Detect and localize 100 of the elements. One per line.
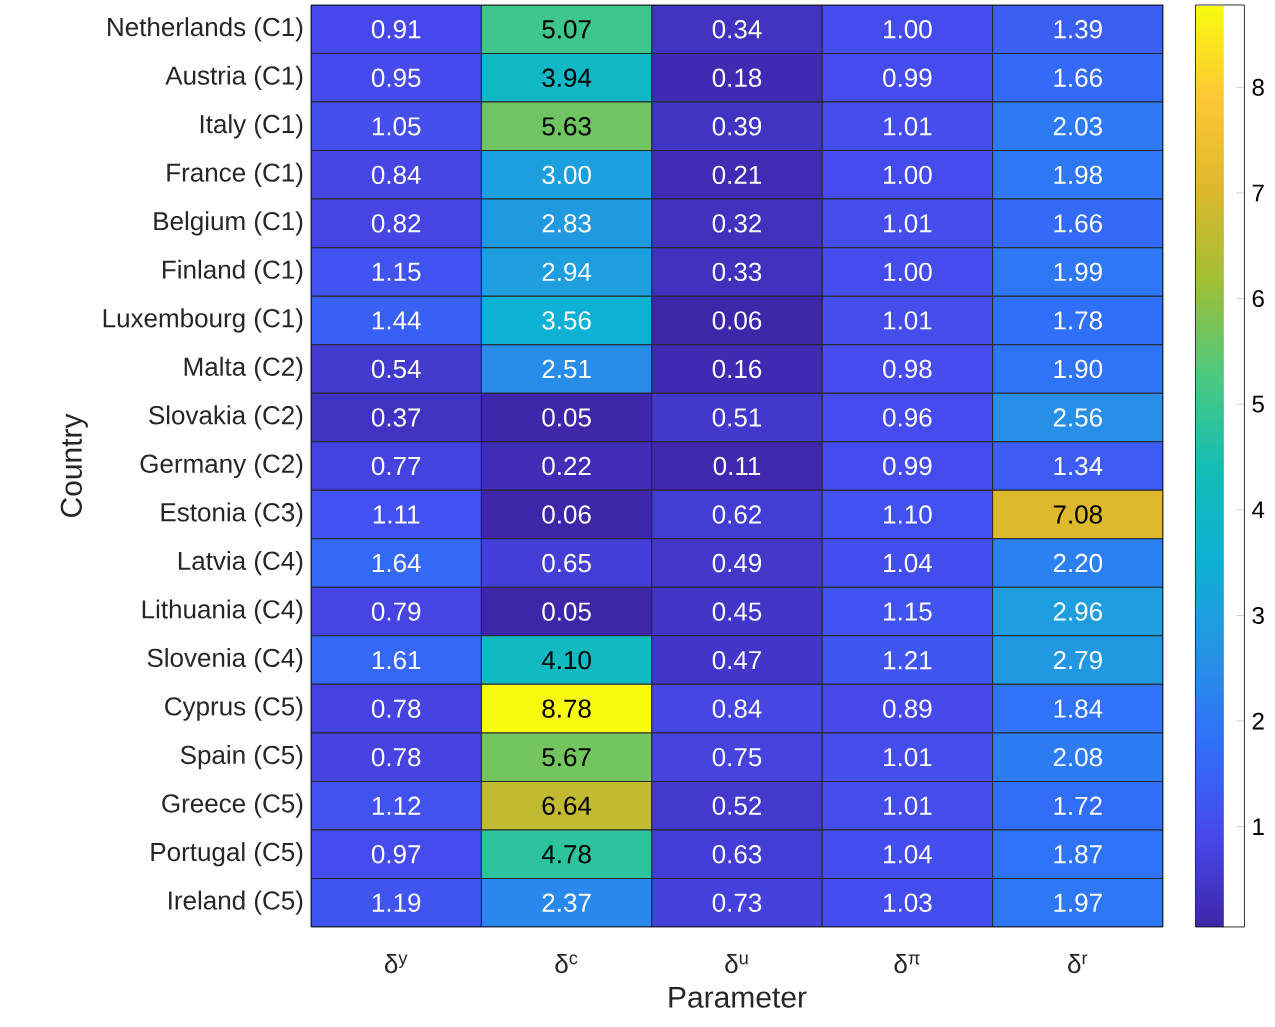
data-label: 2.56 [1053, 408, 1102, 427]
y-tick-label: Luxembourg (C1) [103, 308, 303, 333]
data-label: 2.79 [1053, 650, 1102, 670]
data-label: 0.73 [712, 893, 762, 912]
x-tick-label: δ$^{π}$ [894, 954, 920, 974]
data-label: 1.78 [1054, 311, 1102, 330]
data-label: 1.10 [884, 505, 932, 524]
color-bar-label: 3 [1252, 606, 1264, 624]
x-tick-label: δ$^{r}$ [1068, 954, 1088, 974]
data-label: 0.95 [371, 68, 421, 87]
data-label: 0.32 [712, 214, 761, 233]
data-label: 6.64 [542, 796, 592, 815]
color-bar-label: 8 [1252, 78, 1264, 96]
data-label: 0.34 [712, 20, 762, 39]
y-axis-title: Country [60, 413, 88, 517]
data-label: 0.63 [712, 844, 762, 864]
y-tick-label: Cyprus (C5) [165, 696, 303, 721]
data-label: 1.00 [884, 165, 932, 185]
data-label: 0.16 [712, 359, 762, 379]
x-tick-label: δ$^{u}$ [725, 954, 748, 974]
data-label: 1.05 [372, 117, 421, 136]
color-bar-label: 5 [1252, 395, 1264, 413]
x-tick-label: δ$^{c}$ [555, 954, 578, 974]
data-label: 1.01 [884, 796, 932, 815]
data-label: 0.06 [712, 311, 762, 330]
data-label: 1.00 [884, 262, 932, 282]
data-label: 0.22 [542, 456, 591, 476]
data-label: 1.03 [884, 893, 932, 912]
data-label: 0.49 [712, 553, 762, 573]
data-label: 1.66 [1054, 68, 1102, 87]
data-label: 0.05 [542, 408, 591, 427]
data-label: 0.62 [712, 505, 761, 524]
data-label: 0.91 [371, 20, 421, 39]
data-label: 0.11 [713, 456, 761, 476]
data-label: 0.21 [712, 165, 762, 185]
data-label: 1.44 [372, 311, 421, 330]
y-tick-label: Austria (C1) [165, 65, 303, 90]
data-label: 3.00 [542, 165, 591, 185]
data-label: 7.08 [1053, 505, 1102, 524]
data-label: 1.97 [1054, 893, 1102, 912]
data-label: 1.99 [1054, 262, 1102, 282]
data-label: 2.51 [542, 359, 591, 379]
data-label: 0.78 [371, 747, 421, 767]
data-label: 1.39 [1054, 20, 1102, 39]
data-label: 1.15 [372, 262, 421, 281]
x-tick-label: δ$^{y}$ [385, 954, 408, 974]
data-label: 0.79 [371, 602, 421, 621]
data-label: 1.72 [1054, 796, 1102, 815]
data-label: 4.10 [541, 650, 591, 670]
data-label: 0.52 [712, 796, 761, 815]
data-label: 1.90 [1054, 359, 1103, 379]
y-tick-label: Slovakia (C2) [149, 405, 303, 430]
data-label: 2.83 [542, 214, 591, 233]
color-bar-label: 4 [1252, 501, 1265, 519]
data-label: 1.04 [884, 844, 932, 864]
color-bar-label: 7 [1252, 184, 1264, 202]
data-label: 1.66 [1054, 214, 1102, 233]
y-tick-label: Spain (C5) [180, 745, 303, 770]
data-label: 0.39 [712, 117, 762, 136]
data-label: 0.37 [371, 408, 421, 427]
data-label: 0.82 [371, 214, 421, 233]
data-label: 1.01 [884, 214, 932, 233]
data-label: 0.99 [883, 68, 932, 87]
y-tick-label: Italy (C1) [200, 114, 303, 139]
data-label: 0.97 [371, 844, 421, 864]
data-label: 5.63 [542, 117, 591, 136]
y-tick-label: Malta (C2) [184, 356, 303, 382]
data-label: 0.96 [883, 408, 932, 427]
data-label: 2.37 [542, 893, 591, 912]
data-label: 1.01 [884, 747, 932, 767]
data-label: 1.15 [884, 602, 932, 621]
data-label: 1.11 [373, 505, 420, 524]
data-label: 0.51 [712, 408, 762, 427]
data-label: 0.75 [712, 747, 762, 767]
data-label: 3.94 [542, 68, 592, 87]
data-label: 1.87 [1054, 844, 1102, 864]
color-bar-label: 1 [1253, 818, 1264, 835]
data-label: 1.98 [1054, 165, 1102, 185]
data-label: 1.01 [884, 117, 932, 136]
y-tick-label: France (C1) [167, 162, 303, 187]
data-label: 0.98 [883, 359, 932, 379]
data-label: 0.06 [542, 505, 591, 524]
data-label: 1.64 [372, 553, 421, 573]
data-label: 0.78 [371, 699, 421, 718]
data-label: 0.05 [542, 602, 591, 621]
data-label: 0.84 [371, 165, 421, 185]
y-tick-label: Netherlands (C1) [108, 17, 303, 42]
data-label: 0.65 [542, 553, 591, 573]
data-label: 0.45 [712, 602, 762, 621]
y-tick-label: Latvia (C4) [178, 550, 303, 576]
data-label: 0.18 [712, 68, 762, 87]
y-tick-label: Estonia (C3) [161, 502, 303, 527]
data-label: 0.47 [712, 650, 761, 670]
data-label: 0.84 [712, 699, 762, 718]
data-label: 2.94 [542, 262, 592, 282]
y-tick-label: Ireland (C5) [169, 890, 303, 915]
data-label: 2.20 [1053, 553, 1103, 573]
color-bar-label: 2 [1252, 712, 1264, 730]
data-label: 1.34 [1054, 456, 1103, 476]
y-tick-label: Portugal (C5) [151, 842, 303, 867]
